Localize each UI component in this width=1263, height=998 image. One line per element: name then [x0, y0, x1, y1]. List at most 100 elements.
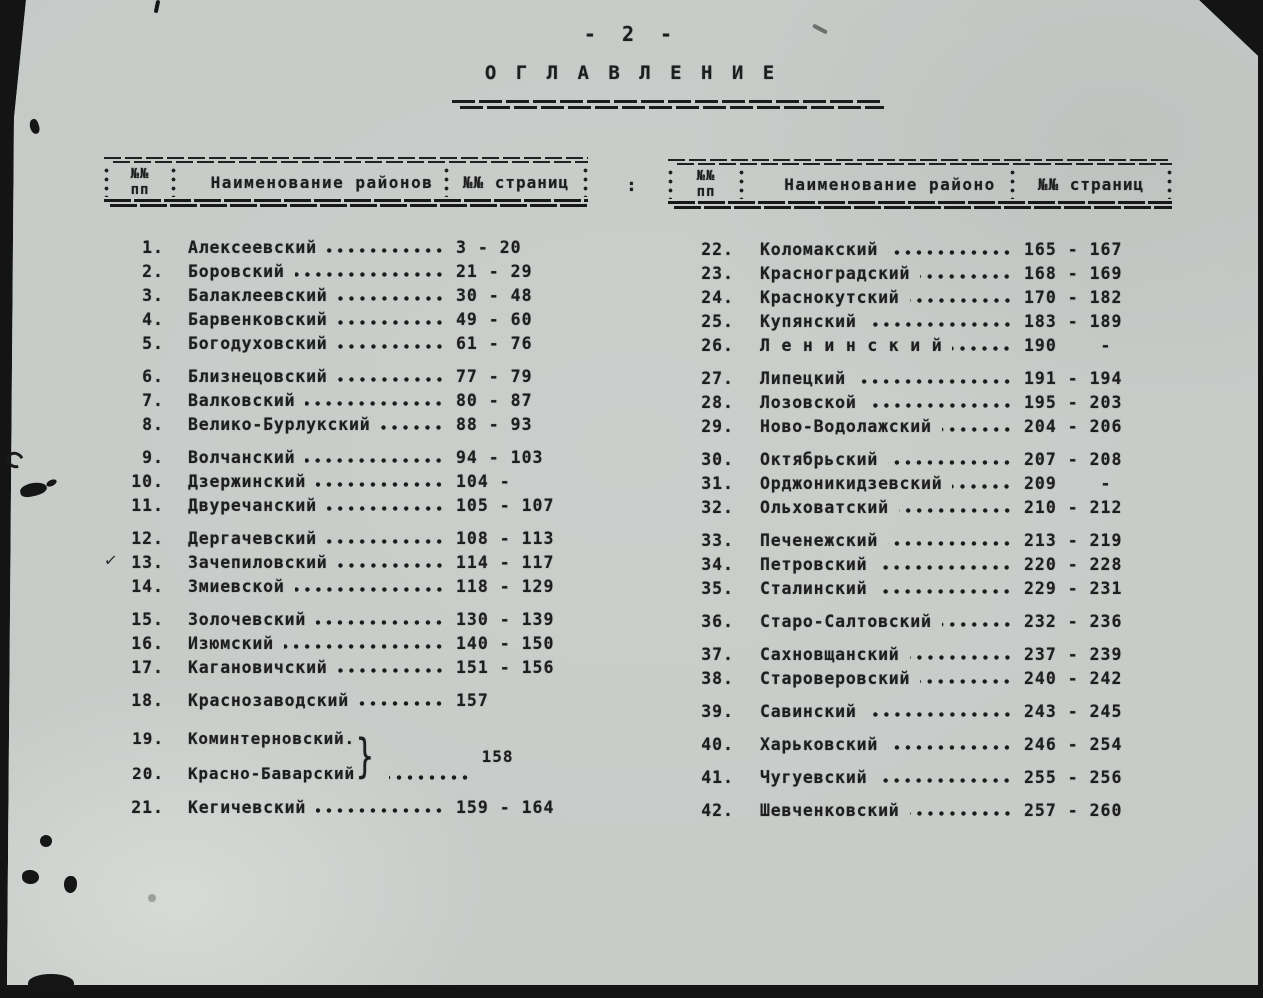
page-range: 195 - 203	[1024, 393, 1123, 412]
row-number: 23.	[701, 264, 734, 283]
title-underline	[452, 100, 884, 111]
row-number: 9.	[142, 448, 164, 467]
page-range: 170 - 182	[1024, 288, 1123, 307]
page-range: 190 -	[1024, 336, 1112, 355]
row-number: 4.	[142, 310, 164, 329]
district-name: Кегичевский	[188, 798, 307, 817]
page-range: 209 -	[1024, 474, 1112, 493]
page-range: 3 - 20	[456, 238, 522, 257]
page-range: 159 - 164	[456, 798, 555, 817]
dot-leader	[337, 343, 447, 350]
page-range: 246 - 254	[1024, 735, 1123, 754]
header-border-bottom	[668, 201, 1172, 209]
district-name: Близнецовский	[188, 367, 328, 386]
row-number: 35.	[701, 579, 734, 598]
district-name: Липецкий	[760, 369, 846, 388]
row-number: 38.	[701, 669, 734, 688]
ink-spot	[64, 876, 77, 893]
ink-spot	[148, 894, 156, 902]
toc-row: 3. Балаклеевский 30 - 48	[120, 286, 572, 306]
column-divider	[1010, 168, 1015, 199]
row-number: 11.	[131, 496, 164, 515]
table-header: №№ пп Наименование районо №№ страниц	[668, 159, 1172, 209]
column-divider	[583, 166, 588, 197]
district-name: Кагановичский	[188, 658, 328, 677]
district-name: Коминтерновский.	[188, 729, 355, 748]
page-range: 240 - 242	[1024, 669, 1123, 688]
dot-leader	[866, 321, 1015, 328]
district-name: Сахновщанский	[760, 645, 900, 664]
page-range: 61 - 76	[456, 334, 533, 353]
page-range: 229 - 231	[1024, 579, 1123, 598]
toc-row: 6. Близнецовский 77 - 79	[120, 367, 572, 387]
page-range: 204 - 206	[1024, 417, 1123, 436]
row-number: 21.	[131, 798, 164, 817]
page-range: 220 - 228	[1024, 555, 1123, 574]
page-title: О Г Л А В Л Е Н И Е	[484, 62, 779, 84]
dot-leader	[316, 481, 447, 488]
toc-row: 34. Петровский 220 - 228	[688, 555, 1156, 575]
toc-rows-left: 1. Алексеевский 3 - 20 2. Боровский 21 - 29 3.…	[104, 238, 572, 818]
toc-row: 16. Изюмский 140 - 150	[120, 634, 572, 654]
brace-glyph: }	[355, 729, 374, 783]
district-name: Ново-Водолажский	[760, 417, 932, 436]
row-number: 14.	[131, 577, 164, 596]
toc-brace-group: 19. Коминтерновский. 20. Красно-Баварский} 1…	[120, 727, 572, 785]
column-divider	[739, 168, 744, 199]
column-divider	[171, 166, 176, 197]
dot-leader	[359, 700, 447, 707]
toc-row: 26. Л е н и н с к и й 190 -	[688, 336, 1156, 356]
dot-leader	[305, 457, 447, 464]
dot-leader	[380, 424, 447, 431]
toc-row: 14. Змиевской 118 - 129	[120, 577, 572, 597]
dot-leader	[294, 586, 447, 593]
district-name: Золочевский	[188, 610, 307, 629]
district-name: Октябрьский	[760, 450, 879, 469]
column-header-district: Наименование районов	[210, 172, 434, 192]
toc-row: 40. Харьковский 246 - 254	[688, 735, 1156, 755]
header-border-top	[104, 157, 588, 164]
toc-row: 21. Кегичевский 159 - 164	[120, 798, 572, 818]
page-range: 49 - 60	[456, 310, 533, 329]
dot-leader	[855, 378, 1015, 385]
dot-leader	[920, 273, 1015, 280]
toc-row: 9. Волчанский 94 - 103	[120, 448, 572, 468]
row-number: 5.	[142, 334, 164, 353]
dot-leader	[877, 588, 1015, 595]
column-divider	[1167, 168, 1172, 199]
row-number: 2.	[142, 262, 164, 281]
column-header-district: Наименование районо	[784, 174, 996, 194]
toc-row: 32. Ольховатский 210 - 212	[688, 498, 1156, 518]
row-number: 19.	[132, 729, 164, 748]
district-name: Красноградский	[760, 264, 911, 283]
toc-row: 29. Ново-Водолажский 204 - 206	[688, 417, 1156, 437]
district-name: Орджоникидзевский	[760, 474, 943, 493]
dot-leader	[337, 295, 447, 302]
toc-row: 37. Сахновщанский 237 - 239	[688, 645, 1156, 665]
toc-row: 17. Кагановичский 151 - 156	[120, 658, 572, 678]
district-name: Боровский	[188, 262, 285, 281]
row-number: 25.	[701, 312, 734, 331]
column-header-pages: №№ страниц	[462, 172, 570, 192]
district-name: Дзержинский	[188, 472, 307, 491]
dot-leader	[305, 400, 447, 407]
page-range: 77 - 79	[456, 367, 533, 386]
toc-row: 20. Красно-Баварский	[120, 764, 355, 783]
toc-row: 31. Орджоникидзевский 209 -	[688, 474, 1156, 494]
toc-row: 7. Валковский 80 - 87	[120, 391, 572, 411]
toc-row: 35. Сталинский 229 - 231	[688, 579, 1156, 599]
toc-row: 24. Краснокутский 170 - 182	[688, 288, 1156, 308]
dot-leader	[316, 807, 447, 814]
page-range: 213 - 219	[1024, 531, 1123, 550]
page-range: 255 - 256	[1024, 768, 1123, 787]
page-range: 232 - 236	[1024, 612, 1123, 631]
toc-row: 39. Савинский 243 - 245	[688, 702, 1156, 722]
row-number: 33.	[701, 531, 734, 550]
district-name: Волчанский	[188, 448, 296, 467]
header-num-line2: пп	[130, 182, 150, 198]
dot-leader	[337, 562, 447, 569]
toc-row: 12. Дергачевский 108 - 113	[120, 529, 572, 549]
toc-row: 38. Староверовский 240 - 242	[688, 669, 1156, 689]
district-name: Харьковский	[760, 735, 879, 754]
